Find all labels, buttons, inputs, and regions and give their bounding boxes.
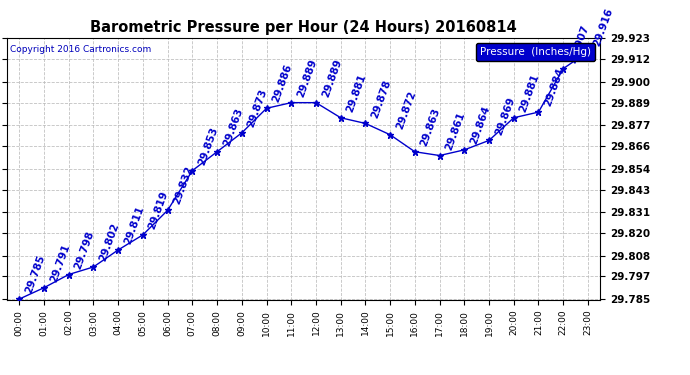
Text: 29.889: 29.889 [320, 57, 343, 99]
Text: 29.861: 29.861 [444, 110, 467, 152]
Text: Copyright 2016 Cartronics.com: Copyright 2016 Cartronics.com [10, 45, 151, 54]
Text: 29.853: 29.853 [197, 125, 219, 166]
Text: 29.863: 29.863 [221, 106, 244, 148]
Text: 29.873: 29.873 [246, 87, 269, 129]
Text: 29.872: 29.872 [394, 89, 417, 130]
Text: 29.802: 29.802 [97, 222, 121, 263]
Text: 29.889: 29.889 [295, 57, 319, 99]
Legend: Pressure  (Inches/Hg): Pressure (Inches/Hg) [476, 43, 595, 61]
Text: 29.916: 29.916 [592, 6, 615, 48]
Text: 29.881: 29.881 [518, 72, 541, 114]
Text: 29.798: 29.798 [73, 229, 96, 270]
Text: 29.907: 29.907 [567, 23, 591, 64]
Text: 29.785: 29.785 [23, 254, 47, 295]
Text: 29.811: 29.811 [122, 205, 146, 246]
Text: 29.884: 29.884 [542, 67, 566, 108]
Text: 29.864: 29.864 [469, 105, 492, 146]
Text: 29.791: 29.791 [48, 242, 71, 284]
Text: 29.869: 29.869 [493, 95, 516, 136]
Text: 29.881: 29.881 [345, 72, 368, 114]
Text: 29.878: 29.878 [370, 78, 393, 119]
Text: 29.886: 29.886 [270, 63, 294, 104]
Text: 29.819: 29.819 [147, 190, 170, 231]
Title: Barometric Pressure per Hour (24 Hours) 20160814: Barometric Pressure per Hour (24 Hours) … [90, 20, 517, 35]
Text: 29.832: 29.832 [172, 165, 195, 206]
Text: 29.863: 29.863 [419, 106, 442, 148]
